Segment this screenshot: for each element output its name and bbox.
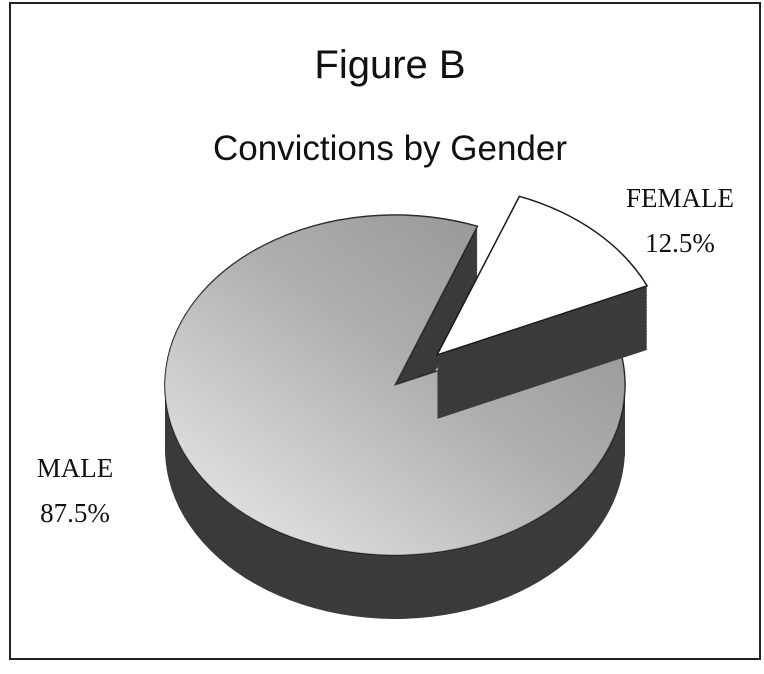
- value-label: 87.5%: [40, 498, 110, 528]
- slice-shine: [165, 215, 625, 556]
- chart-subtitle: Convictions by Gender: [213, 129, 567, 168]
- slice-label: FEMALE: [626, 183, 734, 213]
- chart-title: Figure B: [314, 43, 465, 87]
- frame: [9, 2, 761, 660]
- value-label: 12.5%: [645, 228, 715, 258]
- slice-label: MALE: [37, 453, 114, 483]
- slice: [435, 195, 649, 357]
